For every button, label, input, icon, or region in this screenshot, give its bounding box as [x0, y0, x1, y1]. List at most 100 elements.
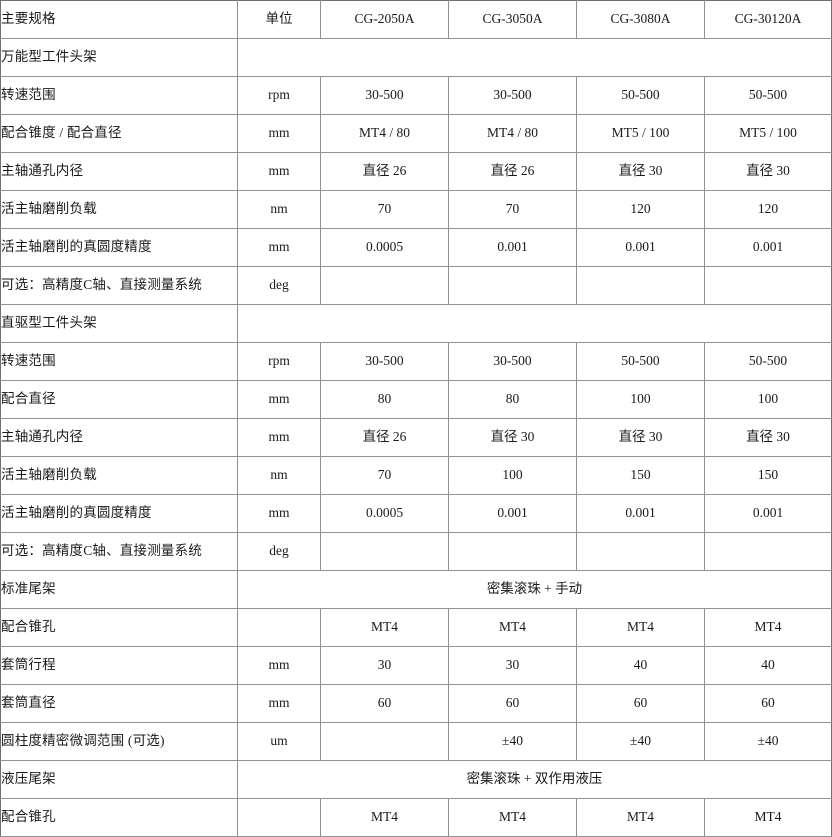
cell-m4: 直径 30: [704, 152, 832, 191]
cell-m1: 直径 26: [320, 418, 449, 457]
cell-m2: MT4 / 80: [448, 114, 577, 153]
cell-m1: 30: [320, 646, 449, 685]
row-label: 圆柱度精密微调范围 (可选): [0, 722, 238, 761]
table-row: 配合锥孔 MT4 MT4 MT4 MT4: [0, 608, 832, 647]
column-header-label: 主要规格: [0, 0, 238, 39]
cell-m1: 30-500: [320, 342, 449, 381]
column-header-m3: CG-3080A: [576, 0, 705, 39]
table-row: 液压尾架 密集滚珠 + 双作用液压: [0, 760, 832, 799]
cell-m2: ±40: [448, 722, 577, 761]
cell-m2: 100: [448, 456, 577, 495]
cell-m1: 30-500: [320, 76, 449, 115]
cell-m4: MT4: [704, 608, 832, 647]
row-label: 配合锥度 / 配合直径: [0, 114, 238, 153]
cell-m3: 50-500: [576, 76, 705, 115]
cell-m2: 30: [448, 646, 577, 685]
cell-m2: 0.001: [448, 494, 577, 533]
row-label: 标准尾架: [0, 570, 238, 609]
row-unit: rpm: [237, 342, 321, 381]
cell-m4: 50-500: [704, 76, 832, 115]
column-header-unit: 单位: [237, 0, 321, 39]
cell-m4: 50-500: [704, 342, 832, 381]
cell-m4: 60: [704, 684, 832, 723]
cell-m3: [576, 266, 705, 305]
cell-m3: 40: [576, 646, 705, 685]
row-label: 直驱型工件头架: [0, 304, 238, 343]
table-row: 转速范围 rpm 30-500 30-500 50-500 50-500: [0, 76, 832, 115]
cell-m1: 直径 26: [320, 152, 449, 191]
table-row: 可选：高精度C轴、直接测量系统 deg: [0, 266, 832, 305]
cell-m1: MT4 / 80: [320, 114, 449, 153]
table-row: 套筒直径 mm 60 60 60 60: [0, 684, 832, 723]
row-unit: mm: [237, 418, 321, 457]
row-unit: mm: [237, 152, 321, 191]
table-row: 圆柱度精密微调范围 (可选) um ±40 ±40 ±40: [0, 722, 832, 761]
row-label: 可选：高精度C轴、直接测量系统: [0, 532, 238, 571]
cell-m3: MT4: [576, 608, 705, 647]
row-label: 套筒直径: [0, 684, 238, 723]
cell-m2: 直径 30: [448, 418, 577, 457]
column-header-m2: CG-3050A: [448, 0, 577, 39]
column-header-m1: CG-2050A: [320, 0, 449, 39]
table-row: 可选：高精度C轴、直接测量系统 deg: [0, 532, 832, 571]
section-blank-span: [237, 38, 832, 77]
cell-m2: 30-500: [448, 76, 577, 115]
table-row: 万能型工件头架: [0, 38, 832, 77]
cell-m1: 60: [320, 684, 449, 723]
table-row: 直驱型工件头架: [0, 304, 832, 343]
table-row: 活主轴磨削的真圆度精度 mm 0.0005 0.001 0.001 0.001: [0, 228, 832, 267]
row-unit: nm: [237, 456, 321, 495]
row-unit: nm: [237, 190, 321, 229]
row-label: 配合直径: [0, 380, 238, 419]
table-row: 配合锥孔 MT4 MT4 MT4 MT4: [0, 798, 832, 837]
cell-m3: 直径 30: [576, 152, 705, 191]
row-label: 转速范围: [0, 342, 238, 381]
row-label: 液压尾架: [0, 760, 238, 799]
row-unit: deg: [237, 266, 321, 305]
cell-m2: 30-500: [448, 342, 577, 381]
cell-m2: 0.001: [448, 228, 577, 267]
cell-m4: [704, 266, 832, 305]
row-unit: mm: [237, 494, 321, 533]
cell-m1: [320, 722, 449, 761]
row-label: 活主轴磨削负载: [0, 190, 238, 229]
row-label: 主轴通孔内径: [0, 152, 238, 191]
cell-m2: [448, 532, 577, 571]
row-label: 活主轴磨削负载: [0, 456, 238, 495]
column-header-m4: CG-30120A: [704, 0, 832, 39]
cell-m2: [448, 266, 577, 305]
row-label: 活主轴磨削的真圆度精度: [0, 494, 238, 533]
cell-m4: 直径 30: [704, 418, 832, 457]
cell-m3: 50-500: [576, 342, 705, 381]
cell-m4: 150: [704, 456, 832, 495]
cell-m1: 0.0005: [320, 228, 449, 267]
cell-m4: MT4: [704, 798, 832, 837]
cell-m3: [576, 532, 705, 571]
cell-m4: [704, 532, 832, 571]
row-unit: um: [237, 722, 321, 761]
cell-m2: 直径 26: [448, 152, 577, 191]
cell-m1: MT4: [320, 798, 449, 837]
cell-m3: 150: [576, 456, 705, 495]
cell-m4: ±40: [704, 722, 832, 761]
cell-m1: 70: [320, 456, 449, 495]
row-unit: mm: [237, 684, 321, 723]
cell-m2: MT4: [448, 798, 577, 837]
section-blank-span: [237, 304, 832, 343]
cell-m2: 80: [448, 380, 577, 419]
cell-m4: 100: [704, 380, 832, 419]
cell-m2: 60: [448, 684, 577, 723]
table-row: 标准尾架 密集滚珠 + 手动: [0, 570, 832, 609]
cell-m1: 70: [320, 190, 449, 229]
row-unit: mm: [237, 228, 321, 267]
row-unit: mm: [237, 646, 321, 685]
cell-m4: MT5 / 100: [704, 114, 832, 153]
table-row: 配合锥度 / 配合直径 mm MT4 / 80 MT4 / 80 MT5 / 100 MT…: [0, 114, 832, 153]
cell-m4: 0.001: [704, 228, 832, 267]
cell-m3: MT5 / 100: [576, 114, 705, 153]
table-row: 转速范围 rpm 30-500 30-500 50-500 50-500: [0, 342, 832, 381]
row-label: 可选：高精度C轴、直接测量系统: [0, 266, 238, 305]
table-row: 主轴通孔内径 mm 直径 26 直径 26 直径 30 直径 30: [0, 152, 832, 191]
